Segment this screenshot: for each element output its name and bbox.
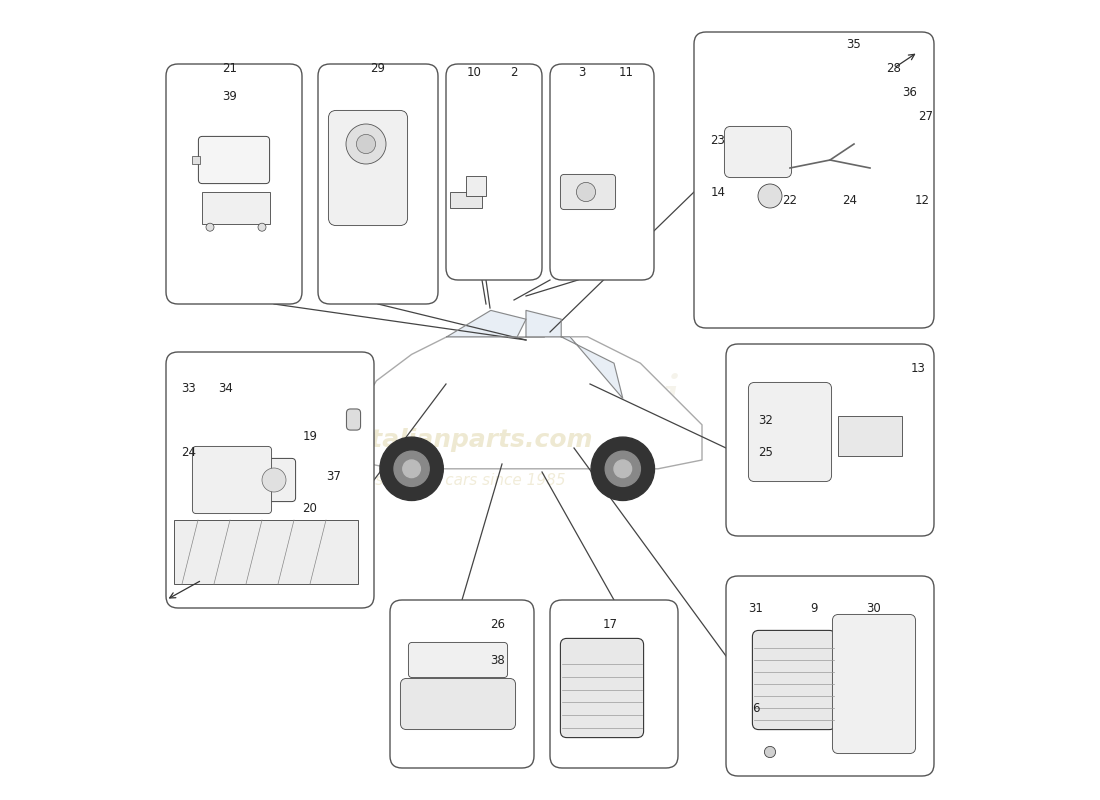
FancyBboxPatch shape [166,352,374,608]
FancyBboxPatch shape [560,638,643,738]
Circle shape [605,451,640,486]
Text: 32: 32 [759,414,773,427]
Text: 29: 29 [371,62,385,75]
FancyBboxPatch shape [400,678,516,730]
Text: 26: 26 [491,618,506,631]
Circle shape [262,468,286,492]
Text: 2: 2 [510,66,518,79]
Text: 36: 36 [903,86,917,99]
Text: 6: 6 [752,702,759,715]
Circle shape [576,182,595,202]
Text: 30: 30 [867,602,881,615]
Polygon shape [561,337,623,398]
Text: 9: 9 [811,602,817,615]
FancyBboxPatch shape [446,64,542,280]
Circle shape [614,460,631,478]
Text: classicitalianparts.com: classicitalianparts.com [267,428,592,452]
Circle shape [258,223,266,231]
FancyBboxPatch shape [166,64,302,304]
Bar [466,176,486,196]
Bar [450,192,482,208]
Text: 20: 20 [302,502,318,515]
Text: 39: 39 [222,90,238,103]
FancyBboxPatch shape [726,576,934,776]
Circle shape [346,124,386,164]
FancyBboxPatch shape [560,174,616,210]
Text: 24: 24 [843,194,858,207]
Polygon shape [350,337,702,469]
Text: 17: 17 [603,618,617,631]
Text: 3: 3 [579,66,585,79]
FancyBboxPatch shape [833,614,915,754]
Text: 28: 28 [887,62,901,75]
Text: 13: 13 [911,362,925,375]
Bar [838,416,902,456]
Text: 23: 23 [711,134,725,147]
Bar [192,156,200,164]
FancyBboxPatch shape [318,64,438,304]
Circle shape [591,437,654,501]
FancyBboxPatch shape [252,458,296,502]
Text: 25: 25 [759,446,773,459]
Text: Maserati: Maserati [418,372,682,428]
Text: 37: 37 [327,470,341,483]
FancyBboxPatch shape [550,600,678,768]
FancyBboxPatch shape [198,136,270,183]
FancyBboxPatch shape [748,382,832,482]
Text: 22: 22 [782,194,797,207]
Bar [174,520,358,584]
Circle shape [394,451,429,486]
Text: 27: 27 [918,110,934,123]
FancyBboxPatch shape [726,344,934,536]
Text: 10: 10 [466,66,482,79]
FancyBboxPatch shape [329,110,408,226]
Text: 35: 35 [847,38,861,51]
FancyBboxPatch shape [550,64,654,280]
Text: 31: 31 [748,602,763,615]
Text: 33: 33 [182,382,196,395]
Text: 21: 21 [222,62,238,75]
FancyBboxPatch shape [408,642,507,678]
FancyBboxPatch shape [390,600,534,768]
Text: 19: 19 [302,430,318,443]
Bar [202,192,270,224]
Text: a passion for cars since 1985: a passion for cars since 1985 [342,473,565,487]
Circle shape [379,437,443,501]
Text: 34: 34 [219,382,233,395]
Text: 11: 11 [618,66,634,79]
Text: 38: 38 [491,654,505,667]
FancyBboxPatch shape [192,446,272,514]
FancyBboxPatch shape [346,409,361,430]
Text: 12: 12 [914,194,929,207]
Circle shape [206,223,214,231]
Polygon shape [526,310,561,337]
Text: 24: 24 [180,446,196,459]
FancyBboxPatch shape [694,32,934,328]
Text: 14: 14 [711,186,726,199]
Circle shape [403,460,420,478]
Circle shape [356,134,375,154]
Circle shape [758,184,782,208]
FancyBboxPatch shape [752,630,836,730]
Circle shape [764,746,776,758]
FancyBboxPatch shape [725,126,792,178]
Polygon shape [447,310,526,337]
